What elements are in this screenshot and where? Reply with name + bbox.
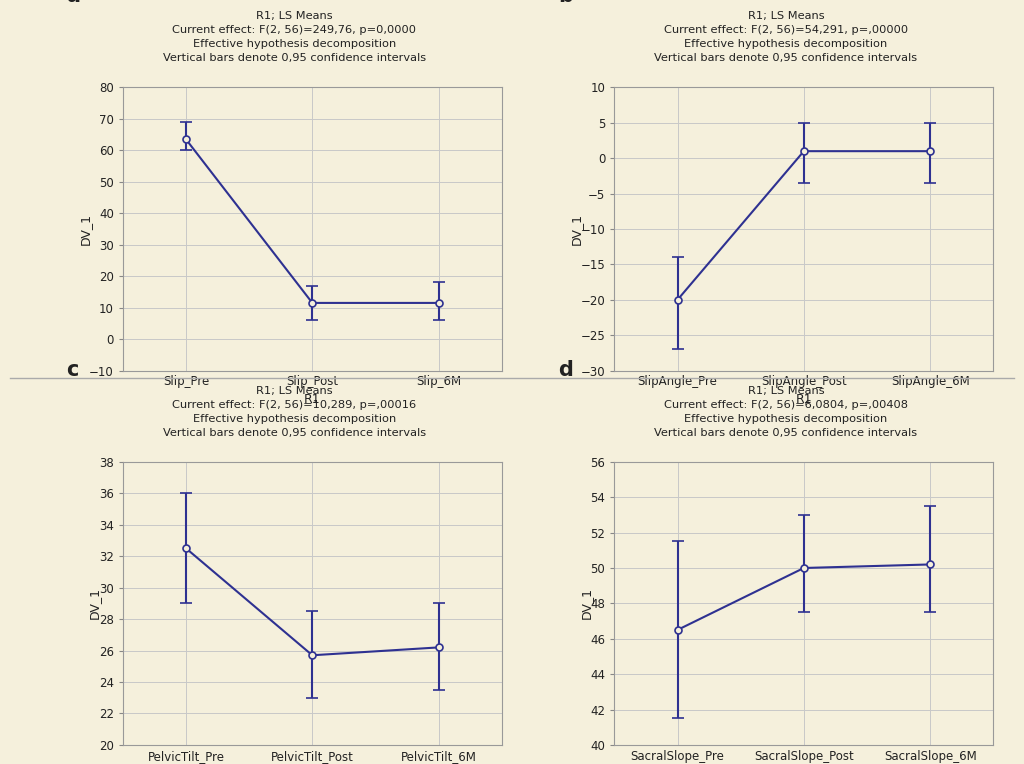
Text: R1; LS Means
Current effect: F(2, 56)=10,289, p=,00016
Effective hypothesis deco: R1; LS Means Current effect: F(2, 56)=10… bbox=[163, 386, 426, 438]
X-axis label: R1: R1 bbox=[304, 393, 321, 406]
Text: R1; LS Means
Current effect: F(2, 56)=54,291, p=,00000
Effective hypothesis deco: R1; LS Means Current effect: F(2, 56)=54… bbox=[654, 11, 918, 63]
Y-axis label: DV_1: DV_1 bbox=[570, 213, 583, 245]
Text: R1; LS Means
Current effect: F(2, 56)=249,76, p=0,0000
Effective hypothesis deco: R1; LS Means Current effect: F(2, 56)=24… bbox=[163, 11, 426, 63]
X-axis label: R1: R1 bbox=[796, 393, 812, 406]
Text: c: c bbox=[67, 361, 79, 380]
Text: b: b bbox=[558, 0, 573, 6]
Y-axis label: DV_1: DV_1 bbox=[79, 213, 91, 245]
Text: a: a bbox=[67, 0, 81, 6]
Y-axis label: DV_1: DV_1 bbox=[88, 588, 101, 620]
Text: R1; LS Means
Current effect: F(2, 56)=6,0804, p=,00408
Effective hypothesis deco: R1; LS Means Current effect: F(2, 56)=6,… bbox=[654, 386, 918, 438]
Text: d: d bbox=[558, 361, 573, 380]
Y-axis label: DV_1: DV_1 bbox=[580, 588, 593, 620]
